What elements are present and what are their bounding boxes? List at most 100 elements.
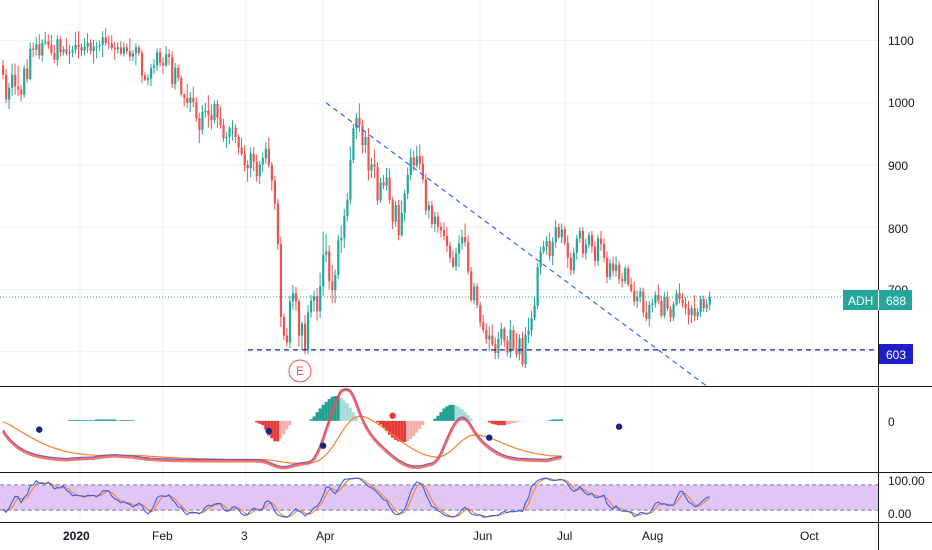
candle-body bbox=[322, 254, 325, 287]
macd-bar bbox=[288, 420, 292, 426]
candle-body bbox=[316, 296, 319, 312]
candle-body bbox=[291, 293, 295, 302]
candle-body bbox=[56, 39, 59, 60]
macd-bar bbox=[391, 420, 395, 438]
macd-bar bbox=[348, 407, 352, 421]
candle-body bbox=[249, 153, 252, 169]
candle-body bbox=[518, 338, 521, 355]
candle-body bbox=[77, 44, 80, 48]
candle-body bbox=[177, 67, 180, 78]
candle-body bbox=[385, 177, 388, 186]
macd-pane bbox=[1, 388, 623, 470]
macd-bar bbox=[73, 420, 77, 421]
candle-body bbox=[566, 242, 569, 258]
candle-body bbox=[192, 97, 195, 103]
support-level-badge[interactable]: 603 bbox=[879, 344, 913, 364]
macd-bar bbox=[466, 415, 470, 421]
candle-body bbox=[355, 117, 358, 129]
candle-body bbox=[162, 62, 165, 66]
candle-body bbox=[180, 77, 183, 95]
macd-bar bbox=[451, 404, 455, 421]
candle-body bbox=[32, 48, 35, 50]
candle-body bbox=[294, 293, 298, 302]
candle-body bbox=[153, 65, 156, 68]
candle-body bbox=[684, 303, 687, 309]
candle-body bbox=[521, 338, 524, 365]
candle-body bbox=[20, 89, 23, 95]
earnings-marker[interactable]: E bbox=[288, 359, 312, 383]
candle-body bbox=[156, 52, 159, 66]
candle-body bbox=[71, 49, 74, 53]
candle-body bbox=[491, 335, 494, 345]
price-axis[interactable]: 1100 1000 900 800 700 bbox=[888, 34, 915, 297]
candle-body bbox=[285, 335, 289, 343]
candle-body bbox=[159, 52, 162, 63]
macd-bar bbox=[502, 420, 506, 426]
candle-body bbox=[186, 97, 189, 103]
macd-bar bbox=[418, 420, 422, 429]
candle-body bbox=[53, 52, 56, 60]
candle-body bbox=[461, 237, 464, 244]
macd-bar bbox=[264, 420, 268, 430]
macd-bar bbox=[421, 420, 425, 426]
macd-bar bbox=[382, 420, 386, 428]
macd-bar bbox=[83, 420, 87, 421]
candle-body bbox=[693, 308, 696, 317]
candle-body bbox=[624, 268, 627, 282]
candle-body bbox=[590, 235, 594, 247]
macd-bar bbox=[86, 420, 90, 421]
candle-body bbox=[207, 110, 210, 116]
macd-bar bbox=[436, 415, 440, 421]
macd-bar bbox=[560, 419, 564, 421]
trend-line[interactable] bbox=[325, 102, 708, 387]
candle-body bbox=[548, 240, 551, 256]
candle-body bbox=[95, 46, 98, 48]
macd-bar bbox=[445, 406, 449, 421]
candle-body bbox=[131, 53, 135, 57]
macd-bar bbox=[113, 419, 117, 421]
macd-bar bbox=[394, 420, 398, 440]
candle-body bbox=[222, 125, 225, 139]
time-axis[interactable]: 2020 Feb 3 Apr Jun Jul Aug Oct bbox=[63, 529, 819, 543]
candle-body bbox=[195, 102, 198, 119]
candle-body bbox=[2, 65, 5, 75]
candle-body bbox=[204, 110, 207, 113]
macd-bar bbox=[116, 420, 120, 421]
candle-body bbox=[675, 293, 678, 305]
candle-body bbox=[234, 127, 237, 137]
candle-body bbox=[418, 156, 421, 164]
stoch-k-line bbox=[2, 477, 710, 518]
candle-body bbox=[346, 199, 349, 217]
macd-bar bbox=[107, 419, 111, 421]
candle-body bbox=[352, 128, 355, 161]
macd-bar bbox=[312, 416, 316, 421]
candle-body bbox=[310, 300, 313, 313]
macd-bar bbox=[104, 419, 108, 421]
candle-body bbox=[74, 44, 77, 50]
macd-cross-dot bbox=[265, 427, 272, 435]
candle-body bbox=[470, 271, 473, 301]
candle-body bbox=[581, 230, 585, 254]
candle-body bbox=[125, 47, 129, 52]
candle-body bbox=[276, 203, 280, 245]
candle-body bbox=[149, 67, 153, 79]
candle-body bbox=[282, 316, 286, 336]
candle-body bbox=[216, 103, 219, 118]
candles bbox=[2, 28, 711, 368]
candle-body bbox=[473, 286, 476, 301]
grid bbox=[0, 0, 878, 522]
candle-body bbox=[128, 51, 132, 57]
candle-body bbox=[343, 216, 346, 238]
candle-body bbox=[672, 304, 675, 318]
macd-bar bbox=[400, 420, 404, 443]
candle-body bbox=[101, 37, 104, 45]
macd-bar bbox=[279, 420, 283, 439]
macd-bar bbox=[448, 404, 452, 421]
candle-body bbox=[8, 87, 11, 100]
last-price-badge[interactable]: ADH 688 bbox=[843, 290, 912, 310]
macd-bar bbox=[321, 404, 325, 421]
candle-body bbox=[59, 39, 62, 53]
macd-bar bbox=[285, 420, 289, 430]
